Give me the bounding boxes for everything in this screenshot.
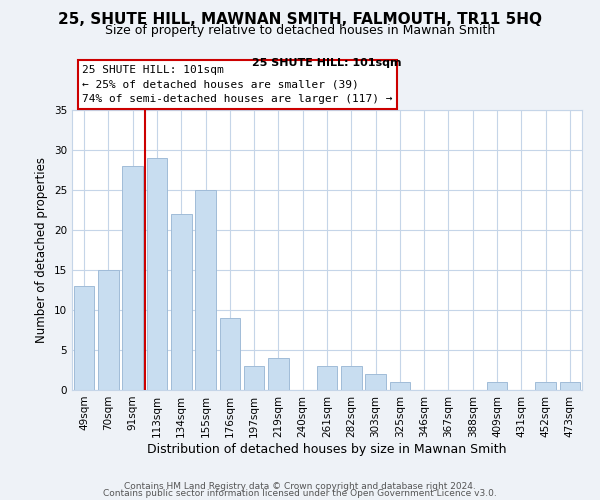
Bar (317, 366, 337, 390)
Bar (220, 318, 240, 390)
Bar (195, 190, 216, 390)
Y-axis label: Number of detached properties: Number of detached properties (35, 157, 49, 343)
Bar (146, 158, 167, 390)
Bar (560, 382, 580, 390)
Bar (244, 366, 265, 390)
Bar (171, 214, 191, 390)
Bar (341, 366, 362, 390)
Bar (74, 286, 94, 390)
Bar (487, 382, 508, 390)
X-axis label: Distribution of detached houses by size in Mawnan Smith: Distribution of detached houses by size … (147, 442, 507, 456)
Text: 25 SHUTE HILL: 101sqm: 25 SHUTE HILL: 101sqm (252, 58, 402, 68)
Bar (122, 166, 143, 390)
Text: 25, SHUTE HILL, MAWNAN SMITH, FALMOUTH, TR11 5HQ: 25, SHUTE HILL, MAWNAN SMITH, FALMOUTH, … (58, 12, 542, 28)
Text: Contains public sector information licensed under the Open Government Licence v3: Contains public sector information licen… (103, 489, 497, 498)
Text: Size of property relative to detached houses in Mawnan Smith: Size of property relative to detached ho… (105, 24, 495, 37)
Text: 25 SHUTE HILL: 101sqm
← 25% of detached houses are smaller (39)
74% of semi-deta: 25 SHUTE HILL: 101sqm ← 25% of detached … (82, 65, 392, 104)
Bar (389, 382, 410, 390)
Bar (535, 382, 556, 390)
Text: Contains HM Land Registry data © Crown copyright and database right 2024.: Contains HM Land Registry data © Crown c… (124, 482, 476, 491)
Bar (365, 374, 386, 390)
Bar (98, 270, 119, 390)
Bar (268, 358, 289, 390)
